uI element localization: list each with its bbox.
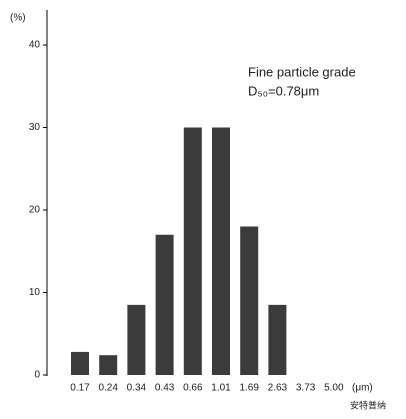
y-tick-label: 0	[34, 370, 40, 381]
x-tick-label: 5.00	[324, 383, 344, 394]
x-tick-label: 0.43	[155, 383, 175, 394]
bar	[127, 304, 146, 375]
y-unit: (%)	[10, 13, 26, 24]
x-tick-label: 0.66	[183, 383, 203, 394]
bar	[240, 226, 259, 375]
bar	[268, 304, 287, 375]
x-tick-label: 0.24	[98, 383, 118, 394]
x-tick-label: 0.17	[70, 383, 90, 394]
annotation: Fine particle grade	[248, 64, 356, 79]
bar	[155, 234, 174, 375]
x-tick-label: 1.69	[239, 383, 259, 394]
y-tick-label: 10	[29, 287, 41, 298]
y-tick-label: 40	[29, 40, 41, 51]
annotation: D₅₀=0.78μm	[248, 83, 319, 98]
y-tick-label: 30	[29, 122, 41, 133]
x-unit: (μm)	[352, 383, 373, 394]
y-tick-label: 20	[29, 205, 41, 216]
x-tick-label: 2.63	[268, 383, 288, 394]
bar	[71, 351, 89, 375]
bar	[99, 355, 118, 375]
x-tick-label: 3.73	[296, 383, 316, 394]
x-tick-label: 0.34	[127, 383, 147, 394]
bar	[183, 127, 202, 375]
bar	[212, 127, 230, 375]
x-tick-label: 1.01	[211, 383, 231, 394]
watermark: 安特普纳	[350, 399, 386, 410]
